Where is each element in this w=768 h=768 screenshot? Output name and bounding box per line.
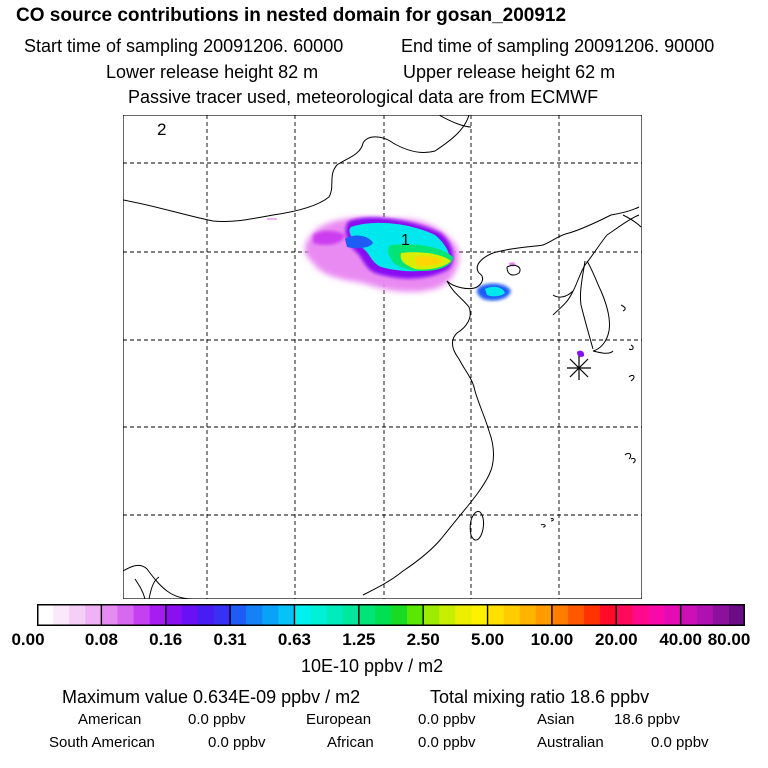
colorbar-tick-label: 80.00 [707, 630, 751, 649]
colorbar-swatch [439, 604, 456, 626]
colorbar-swatch [85, 604, 102, 626]
colorbar-swatch [197, 604, 215, 626]
colorbar-swatch [696, 604, 714, 626]
colorbar-swatch [358, 604, 376, 626]
receptor-star-icon [567, 356, 591, 380]
colorbar-swatch [728, 604, 745, 626]
map-panel: 2 1 [123, 115, 642, 599]
colorbar-swatch [278, 604, 295, 626]
south-american-label: South American [49, 734, 155, 751]
colorbar-tick-label: 0.63 [277, 630, 311, 649]
australian-value: 0.0 ppbv [651, 734, 709, 751]
colorbar-swatch [519, 604, 537, 626]
max-value-label: Maximum value 0.634E-09 ppbv / m2 [62, 687, 361, 707]
colorbar-swatch [117, 604, 135, 626]
colorbar-swatch [471, 604, 489, 626]
colorbar-swatch [568, 604, 585, 626]
american-label: American [78, 711, 142, 728]
figure-title: CO source contributions in nested domain… [16, 5, 567, 26]
american-value: 0.0 ppbv [188, 711, 246, 728]
colorbar-swatch [326, 604, 344, 626]
colorbar-swatch [503, 604, 521, 626]
colorbar-tick-label: 1.25 [342, 630, 376, 649]
colorbar-swatch [551, 604, 569, 626]
colorbar-swatch [181, 604, 199, 626]
colorbar-swatch [535, 604, 553, 626]
colorbar-swatch [423, 604, 440, 626]
end-time-label: End time of sampling 20091206. 90000 [401, 36, 715, 56]
colorbar-swatch [294, 604, 312, 626]
colorbar-swatch [37, 604, 54, 626]
lower-release-label: Lower release height 82 m [106, 62, 319, 82]
colorbar-swatch [664, 604, 682, 626]
colorbar-swatch [230, 604, 247, 626]
colorbar-swatch [149, 604, 167, 626]
colorbar-swatch [632, 604, 649, 626]
colorbar-tick-label: 40.00 [659, 630, 702, 649]
start-time-label: Start time of sampling 20091206. 60000 [24, 36, 344, 56]
colorbar-swatch [616, 604, 633, 626]
colorbar-tick-label: 0.00 [11, 630, 45, 649]
colorbar-swatch [680, 604, 698, 626]
european-label: European [306, 711, 372, 728]
colorbar-unit: 10E-10 ppbv / m2 [301, 656, 444, 676]
colorbar-swatch [310, 604, 328, 626]
colorbar-swatch [342, 604, 360, 626]
map-frame [123, 115, 642, 599]
coastlines [123, 115, 642, 599]
asian-value: 18.6 ppbv [614, 711, 680, 728]
colorbar-tick-label: 0.31 [213, 630, 247, 649]
colorbar-tick-label: 10.00 [530, 630, 574, 649]
colorbar-swatch [262, 604, 279, 626]
colorbar-tick-label: 0.08 [84, 630, 118, 649]
colorbar-swatch [407, 604, 424, 626]
colorbar-swatch [53, 604, 70, 626]
tracer-note: Passive tracer used, meteorological data… [128, 87, 599, 107]
european-value: 0.0 ppbv [418, 711, 476, 728]
colorbar-tick-label: 5.00 [470, 630, 505, 649]
colorbar-tick-label: 0.16 [149, 630, 183, 649]
colorbar-tick-label: 20.00 [594, 630, 638, 649]
colorbar-swatch [69, 604, 86, 626]
colorbar-swatch [648, 604, 666, 626]
colorbar-frame [37, 604, 745, 626]
lat-lon-grid [123, 115, 642, 599]
colorbar-swatch [246, 604, 263, 626]
colorbar-swatch [101, 604, 118, 626]
max-location-marker: 1 [401, 232, 410, 249]
asian-label: Asian [537, 711, 575, 728]
colorbar-swatch [391, 604, 408, 626]
panel-number: 2 [157, 120, 166, 139]
colorbar-swatch [165, 604, 183, 626]
colorbar-swatch [584, 604, 601, 626]
african-value: 0.0 ppbv [418, 734, 476, 751]
colorbar-swatch [455, 604, 472, 626]
colorbar [37, 604, 745, 626]
concentration-plume [267, 217, 585, 357]
colorbar-swatch [487, 604, 505, 626]
total-mixing-label: Total mixing ratio 18.6 ppbv [430, 687, 650, 707]
colorbar-tick-label: 2.50 [406, 630, 440, 649]
upper-release-label: Upper release height 62 m [403, 62, 616, 82]
colorbar-swatch [133, 604, 151, 626]
south-american-value: 0.0 ppbv [208, 734, 266, 751]
colorbar-swatch [600, 604, 617, 626]
colorbar-swatch [214, 604, 231, 626]
african-label: African [327, 734, 374, 751]
colorbar-swatch [712, 604, 730, 626]
australian-label: Australian [537, 734, 604, 751]
colorbar-swatch [374, 604, 392, 626]
